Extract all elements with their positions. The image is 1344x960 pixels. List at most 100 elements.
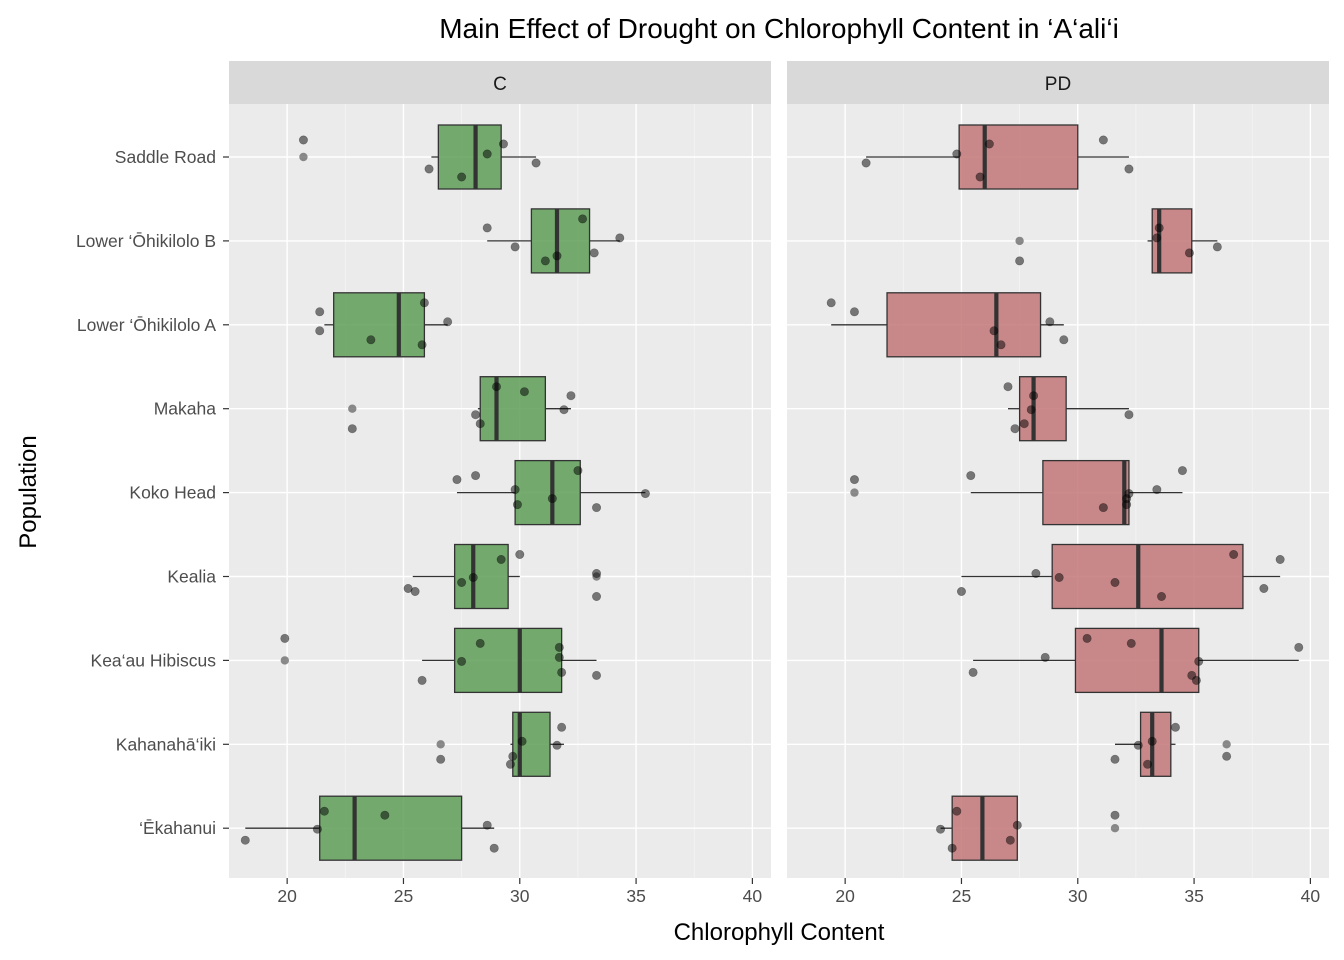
jitter-point <box>436 754 446 764</box>
jitter-point <box>417 340 427 350</box>
box-c-saddle-road <box>298 124 541 190</box>
jitter-point <box>952 149 962 159</box>
jitter-point <box>512 500 522 510</box>
jitter-point <box>347 424 357 434</box>
jitter-point <box>936 824 946 834</box>
jitter-point <box>1010 424 1020 434</box>
jitter-point <box>419 298 429 308</box>
jitter-point <box>492 382 502 392</box>
jitter-point <box>1110 577 1120 587</box>
jitter-point <box>403 583 413 593</box>
box-iqr <box>319 795 463 861</box>
jitter-point <box>557 722 567 732</box>
jitter-point <box>531 158 541 168</box>
y-tick-label-ekahanui: ‘Ēkahanui <box>139 818 216 838</box>
box-c-makaha <box>347 376 576 442</box>
y-tick-label-kealia: Kealia <box>167 567 216 587</box>
jitter-point <box>452 475 462 485</box>
jitter-point <box>1259 583 1269 593</box>
jitter-point <box>1031 568 1041 578</box>
box-pd-ekahanui <box>936 795 1120 861</box>
jitter-point <box>1029 391 1039 401</box>
x-tick-label-40: 40 <box>743 886 763 906</box>
chart-title: Main Effect of Drought on Chlorophyll Co… <box>439 13 1119 44</box>
jitter-point <box>952 806 962 816</box>
jitter-point <box>1005 835 1015 845</box>
jitter-point <box>475 638 485 648</box>
outlier-point <box>348 404 357 413</box>
strip-pd <box>787 61 1329 104</box>
x-tick-label-35: 35 <box>626 886 645 906</box>
jitter-point <box>510 485 520 495</box>
panel-c: C 20 25 30 35 40 <box>229 61 771 906</box>
outlier-point <box>299 152 308 162</box>
outlier-point <box>850 488 859 497</box>
jitter-point <box>1222 751 1232 761</box>
jitter-point <box>1082 633 1092 643</box>
box-iqr <box>951 795 1018 861</box>
jitter-point <box>1003 382 1013 392</box>
jitter-point <box>861 158 871 168</box>
box-iqr <box>1051 543 1244 610</box>
strip-c <box>229 61 771 104</box>
box-iqr <box>886 292 1042 358</box>
jitter-point <box>468 572 478 582</box>
y-tick-label-koko-head: Koko Head <box>129 483 216 503</box>
jitter-point <box>1098 503 1108 513</box>
jitter-point <box>457 577 467 587</box>
jitter-point <box>482 820 492 830</box>
facet-panels: Saddle Road Lower ‘Ōhikilolo B Lower ‘Ōhik… <box>76 61 1329 906</box>
jitter-point <box>471 471 481 481</box>
box-c-kahanaha-iki <box>436 711 567 777</box>
x-tick-label-30: 30 <box>510 886 530 906</box>
jitter-point <box>1098 135 1108 145</box>
jitter-point <box>1133 740 1143 750</box>
y-tick-label-saddle-road: Saddle Road <box>115 147 216 167</box>
jitter-point <box>1110 754 1120 764</box>
box-iqr <box>333 292 426 358</box>
strip-label-c: C <box>493 74 507 95</box>
jitter-point <box>366 335 376 345</box>
jitter-point <box>1122 500 1132 510</box>
box-pd-kealia <box>956 543 1285 610</box>
jitter-point <box>1152 233 1162 243</box>
jitter-point <box>547 494 557 504</box>
jitter-point <box>505 759 515 769</box>
box-iqr <box>1074 627 1200 694</box>
box-iqr <box>514 459 581 526</box>
box-iqr <box>1018 376 1067 442</box>
jitter-point <box>1143 759 1153 769</box>
jitter-point <box>1275 554 1285 564</box>
jitter-point <box>1012 820 1022 830</box>
jitter-point <box>592 503 602 513</box>
jitter-point <box>498 139 508 149</box>
box-iqr <box>453 627 563 694</box>
jitter-point <box>240 835 250 845</box>
jitter-point <box>1154 223 1164 233</box>
jitter-point <box>554 642 564 652</box>
x-tick-label-20: 20 <box>277 886 297 906</box>
jitter-point <box>1126 638 1136 648</box>
jitter-point <box>554 652 564 662</box>
jitter-point <box>826 298 836 308</box>
jitter-point <box>592 591 602 601</box>
jitter-point <box>457 656 467 666</box>
jitter-point <box>482 149 492 159</box>
jitter-point <box>592 670 602 680</box>
jitter-point <box>424 164 434 174</box>
box-pd-kea-au-hibiscus <box>968 627 1304 694</box>
jitter-point <box>1229 549 1239 559</box>
jitter-point <box>566 391 576 401</box>
x-tick-label-40: 40 <box>1301 886 1321 906</box>
jitter-point <box>475 419 485 429</box>
jitter-point <box>1170 722 1180 732</box>
box-pd-koko-head <box>849 459 1187 526</box>
jitter-point <box>956 586 966 596</box>
jitter-point <box>1059 335 1069 345</box>
jitter-point <box>319 806 329 816</box>
jitter-point <box>1152 485 1162 495</box>
jitter-point <box>1045 317 1055 327</box>
jitter-point <box>573 466 583 476</box>
jitter-point <box>1191 675 1201 685</box>
